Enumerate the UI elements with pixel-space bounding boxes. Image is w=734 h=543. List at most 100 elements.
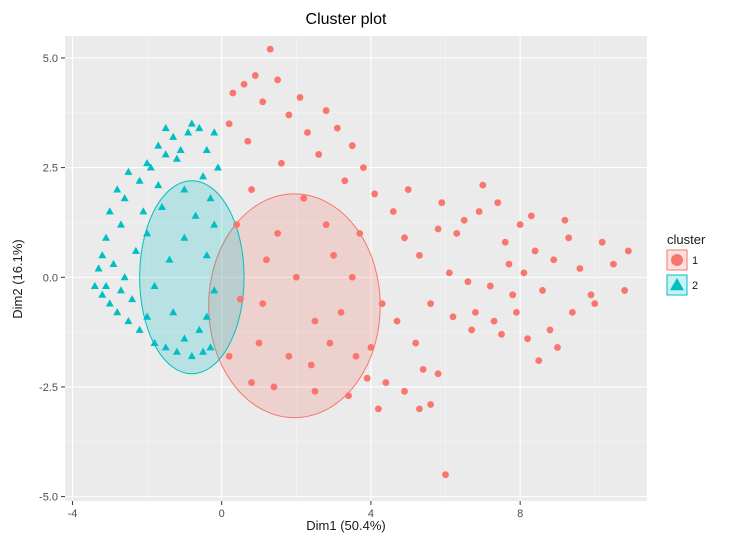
point-cluster-2 <box>187 119 196 127</box>
point-cluster-1 <box>363 374 371 382</box>
point-cluster-1 <box>292 273 300 281</box>
point-cluster-2 <box>180 334 189 342</box>
point-cluster-1 <box>479 181 487 189</box>
point-cluster-2 <box>105 207 114 215</box>
point-cluster-1 <box>498 330 505 338</box>
legend-marker-2 <box>670 278 684 291</box>
point-cluster-1 <box>468 326 476 334</box>
point-cluster-1 <box>345 392 352 400</box>
y-tick-label: 5.0 <box>43 53 58 65</box>
point-cluster-2 <box>143 229 152 237</box>
point-cluster-1 <box>255 339 263 347</box>
point-cluster-1 <box>427 401 435 408</box>
point-cluster-1 <box>416 405 423 413</box>
cluster-ellipses <box>139 180 381 419</box>
point-cluster-2 <box>161 343 170 351</box>
point-cluster-1 <box>464 278 472 286</box>
point-cluster-1 <box>270 383 278 391</box>
point-cluster-1 <box>531 247 539 255</box>
point-cluster-1 <box>330 251 338 259</box>
point-cluster-1 <box>449 313 457 321</box>
point-cluster-2 <box>180 185 189 193</box>
point-cluster-2 <box>120 273 129 281</box>
point-cluster-2 <box>113 308 122 316</box>
plot-panel <box>65 36 647 501</box>
point-cluster-1 <box>509 291 517 299</box>
point-cluster-1 <box>621 287 629 294</box>
point-cluster-2 <box>135 176 144 184</box>
point-cluster-1 <box>382 379 390 386</box>
point-cluster-2 <box>202 312 211 320</box>
point-cluster-1 <box>539 287 546 294</box>
legend-marker-1 <box>671 254 683 266</box>
point-cluster-1 <box>277 159 285 167</box>
point-cluster-2 <box>213 163 222 171</box>
point-cluster-2 <box>169 308 178 316</box>
point-cluster-1 <box>285 111 293 119</box>
point-cluster-2 <box>154 141 163 149</box>
point-cluster-2 <box>195 325 204 333</box>
x-axis-title: Dim1 (50.4%) <box>306 518 385 533</box>
x-axis: -4 0 4 8 <box>68 501 523 520</box>
point-cluster-1 <box>307 361 315 369</box>
point-cluster-1 <box>348 273 356 281</box>
point-cluster-2 <box>120 194 129 202</box>
point-cluster-1 <box>374 405 382 413</box>
point-cluster-2 <box>109 259 118 268</box>
point-cluster-2 <box>191 211 200 219</box>
point-cluster-1 <box>416 251 423 259</box>
point-cluster-1 <box>248 379 255 386</box>
point-cluster-1 <box>225 120 233 128</box>
point-cluster-1 <box>520 269 528 277</box>
point-cluster-2 <box>98 251 107 259</box>
point-cluster-1 <box>389 208 397 215</box>
point-cluster-1 <box>300 194 308 202</box>
point-cluster-1 <box>565 234 573 242</box>
point-cluster-1 <box>587 291 595 299</box>
point-cluster-1 <box>337 308 345 316</box>
x-tick-label: 8 <box>517 508 523 520</box>
point-cluster-1 <box>225 352 233 360</box>
point-cluster-1 <box>527 212 535 220</box>
point-cluster-1 <box>471 308 479 316</box>
point-cluster-2 <box>116 220 125 228</box>
point-cluster-1 <box>233 221 241 229</box>
point-cluster-2 <box>143 312 152 320</box>
point-cluster-1 <box>360 164 367 172</box>
point-cluster-2 <box>184 128 193 136</box>
point-cluster-1 <box>229 89 237 97</box>
point-cluster-1 <box>274 230 282 237</box>
point-cluster-1 <box>513 308 520 316</box>
point-cluster-1 <box>333 124 341 132</box>
x-tick-label: 4 <box>368 508 374 520</box>
point-cluster-2 <box>131 246 140 254</box>
point-cluster-2 <box>206 194 215 202</box>
point-cluster-1 <box>315 151 323 158</box>
legend-label-1: 1 <box>692 255 698 267</box>
legend-title: cluster <box>667 232 706 247</box>
y-tick-label: 2.5 <box>43 163 58 175</box>
point-cluster-2 <box>135 325 144 333</box>
point-cluster-2 <box>102 233 111 241</box>
point-cluster-2 <box>210 128 219 136</box>
point-cluster-1 <box>322 107 330 114</box>
point-cluster-2 <box>143 159 152 167</box>
point-cluster-2 <box>90 281 99 289</box>
point-cluster-1 <box>367 344 375 351</box>
point-cluster-1 <box>404 186 412 193</box>
y-axis: -5.0 -2.5 0.0 2.5 5.0 <box>39 53 65 504</box>
point-cluster-1 <box>311 317 319 325</box>
point-cluster-1 <box>352 352 360 360</box>
point-cluster-2 <box>165 255 174 263</box>
point-cluster-2 <box>206 343 215 351</box>
point-cluster-1 <box>259 98 267 106</box>
point-cluster-1 <box>285 352 293 360</box>
point-cluster-2 <box>128 295 137 303</box>
point-cluster-1 <box>248 186 255 193</box>
point-cluster-2 <box>172 154 181 162</box>
legend-label-2: 2 <box>692 280 698 292</box>
point-cluster-2 <box>180 233 189 241</box>
point-cluster-1 <box>568 308 576 316</box>
grid-major <box>65 36 647 501</box>
